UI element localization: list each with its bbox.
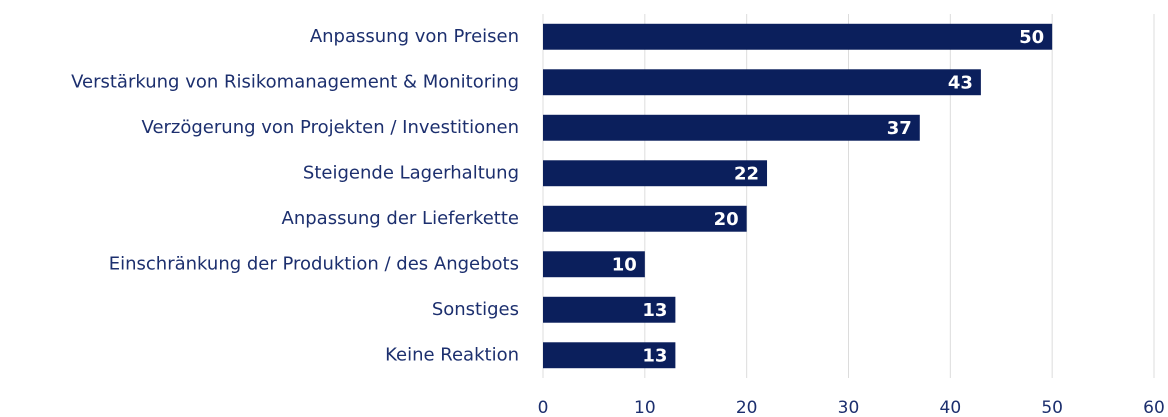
bar: [543, 251, 645, 278]
y-tick-label: Einschränkung der Produktion / des Angeb…: [109, 253, 519, 274]
data-label: 37: [887, 118, 912, 139]
data-label: 20: [714, 209, 739, 230]
bar: [543, 205, 747, 232]
data-label: 10: [612, 254, 637, 275]
x-tick-label: 0: [538, 398, 549, 417]
bar: [543, 160, 768, 187]
data-label: 50: [1019, 27, 1044, 48]
x-tick-label: 60: [1143, 398, 1165, 417]
data-label: 43: [948, 72, 973, 93]
bar: [543, 114, 920, 141]
x-tick-label: 50: [1041, 398, 1063, 417]
y-tick-label: Verzögerung von Projekten / Investitione…: [142, 117, 519, 138]
y-tick-label: Sonstiges: [432, 299, 519, 320]
y-tick-label: Keine Reaktion: [385, 344, 519, 365]
bar: [543, 23, 1053, 50]
bar: [543, 342, 676, 369]
bar: [543, 296, 676, 323]
x-tick-label: 40: [940, 398, 962, 417]
x-tick-label: 30: [838, 398, 860, 417]
y-tick-label: Verstärkung von Risikomanagement & Monit…: [71, 71, 519, 92]
bar: [543, 69, 981, 96]
y-tick-label: Anpassung der Lieferkette: [282, 208, 519, 229]
data-label: 13: [642, 300, 667, 321]
data-label: 22: [734, 163, 759, 184]
data-label: 13: [642, 345, 667, 366]
y-tick-label: Anpassung von Preisen: [310, 26, 519, 47]
x-tick-label: 20: [736, 398, 758, 417]
y-tick-label: Steigende Lagerhaltung: [303, 162, 519, 183]
x-tick-label: 10: [634, 398, 656, 417]
